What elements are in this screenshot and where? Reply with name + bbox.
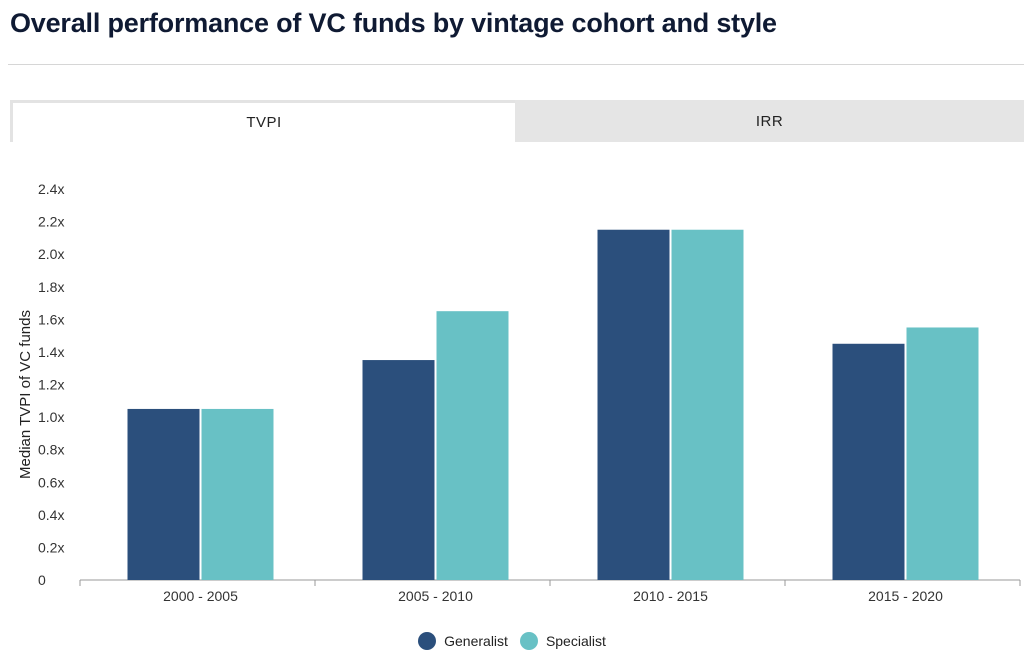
- y-tick-label: 1.8x: [38, 279, 64, 295]
- bar-generalist-3: [597, 229, 670, 580]
- bar-specialist-2: [436, 311, 509, 580]
- legend-item-generalist[interactable]: Generalist: [418, 632, 508, 650]
- y-tick-label: 0.2x: [38, 539, 64, 555]
- page-title: Overall performance of VC funds by vinta…: [10, 8, 777, 38]
- bar-specialist-1: [201, 408, 274, 580]
- y-tick-label: 1.6x: [38, 311, 64, 327]
- y-tick-label: 1.2x: [38, 377, 64, 393]
- tab-irr[interactable]: IRR: [515, 100, 1024, 142]
- y-tick-label: 0: [38, 572, 46, 588]
- bar-generalist-2: [362, 360, 435, 580]
- y-tick-label: 1.4x: [38, 344, 64, 360]
- chart-legend: Generalist Specialist: [0, 632, 1024, 650]
- bar-chart: Median TVPI of VC funds 0 0.2x 0.4x 0.6x 0.8x…: [17, 181, 1021, 604]
- legend-label-generalist: Generalist: [444, 633, 508, 649]
- legend-label-specialist: Specialist: [545, 633, 606, 649]
- legend-swatch-generalist: [418, 632, 437, 650]
- y-tick-label: 0.6x: [38, 474, 64, 490]
- bar-generalist-1: [127, 408, 200, 580]
- bar-specialist-3: [671, 229, 744, 580]
- y-tick-label: 2.2x: [38, 214, 64, 230]
- legend-swatch-specialist: [519, 632, 538, 650]
- y-tick-label: 0.4x: [38, 507, 64, 523]
- metric-tabs: TVPI IRR: [10, 100, 1024, 142]
- y-tick-label: 0.8x: [38, 442, 64, 458]
- x-tick-label: 2005 - 2010: [398, 588, 473, 604]
- y-tick-label: 2.4x: [38, 181, 64, 197]
- y-axis-title: Median TVPI of VC funds: [17, 310, 34, 479]
- title-divider: [8, 64, 1024, 65]
- tab-tvpi[interactable]: TVPI: [10, 100, 515, 142]
- x-tick-label: 2015 - 2020: [868, 588, 943, 604]
- legend-item-specialist[interactable]: Specialist: [519, 632, 606, 650]
- bar-generalist-4: [832, 343, 905, 580]
- y-tick-label: 1.0x: [38, 409, 64, 425]
- x-tick-label: 2010 - 2015: [633, 588, 708, 604]
- x-tick-label: 2000 - 2005: [163, 588, 238, 604]
- y-tick-label: 2.0x: [38, 246, 64, 262]
- bar-specialist-4: [906, 327, 979, 580]
